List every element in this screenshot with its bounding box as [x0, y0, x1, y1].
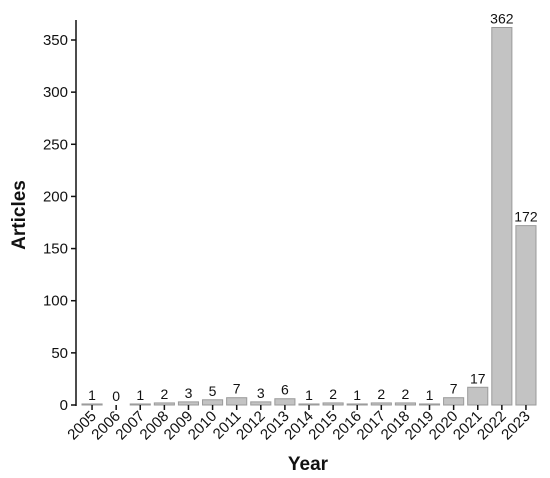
- bar: [418, 403, 441, 406]
- bar: [274, 398, 296, 406]
- bar: [467, 386, 489, 406]
- data-label: 362: [490, 10, 514, 26]
- bar: [322, 402, 344, 406]
- data-label: 6: [281, 382, 289, 398]
- data-label: 3: [185, 385, 193, 401]
- y-tick-label: 150: [43, 241, 68, 258]
- data-label: 17: [470, 370, 486, 386]
- data-label: 2: [402, 386, 410, 402]
- data-label: 3: [257, 385, 265, 401]
- y-tick-label: 0: [60, 397, 68, 414]
- bar: [515, 225, 537, 406]
- bar: [202, 399, 224, 406]
- y-tick-label: 50: [51, 345, 68, 362]
- data-label: 172: [514, 209, 538, 225]
- bar: [298, 403, 320, 406]
- bar: [153, 402, 175, 406]
- y-axis: 0 50 100 150 200 250 300 350: [43, 20, 77, 414]
- bar: [443, 397, 465, 406]
- data-label: 2: [329, 386, 337, 402]
- bar: [129, 403, 151, 406]
- bar: [81, 403, 103, 406]
- data-label: 2: [160, 386, 168, 402]
- data-label: 1: [88, 387, 96, 403]
- y-tick-label: 350: [43, 32, 68, 49]
- y-tick-label: 300: [43, 84, 68, 101]
- bar: [226, 397, 248, 406]
- bar: [177, 401, 200, 406]
- bar: [394, 402, 416, 406]
- data-label: 1: [353, 387, 361, 403]
- y-axis-title: Articles: [9, 180, 30, 250]
- data-label: 1: [305, 387, 313, 403]
- bar: [346, 403, 368, 406]
- data-label: 0: [112, 388, 120, 404]
- y-tick-label: 250: [43, 136, 68, 153]
- bar: [491, 26, 513, 406]
- bar: [370, 402, 392, 406]
- y-tick-label: 200: [43, 188, 68, 205]
- data-label: 7: [233, 381, 241, 397]
- data-label: 1: [136, 387, 144, 403]
- data-label: 2: [377, 386, 385, 402]
- data-label: 7: [450, 381, 458, 397]
- x-axis: 2005200620072008200920102011201220132014…: [64, 405, 534, 443]
- data-label: 5: [209, 383, 217, 399]
- x-axis-title: Year: [288, 454, 329, 475]
- x-tick-label: 2023: [498, 408, 534, 444]
- y-tick-label: 100: [43, 293, 68, 310]
- data-label: 1: [426, 387, 434, 403]
- bar: [250, 401, 272, 406]
